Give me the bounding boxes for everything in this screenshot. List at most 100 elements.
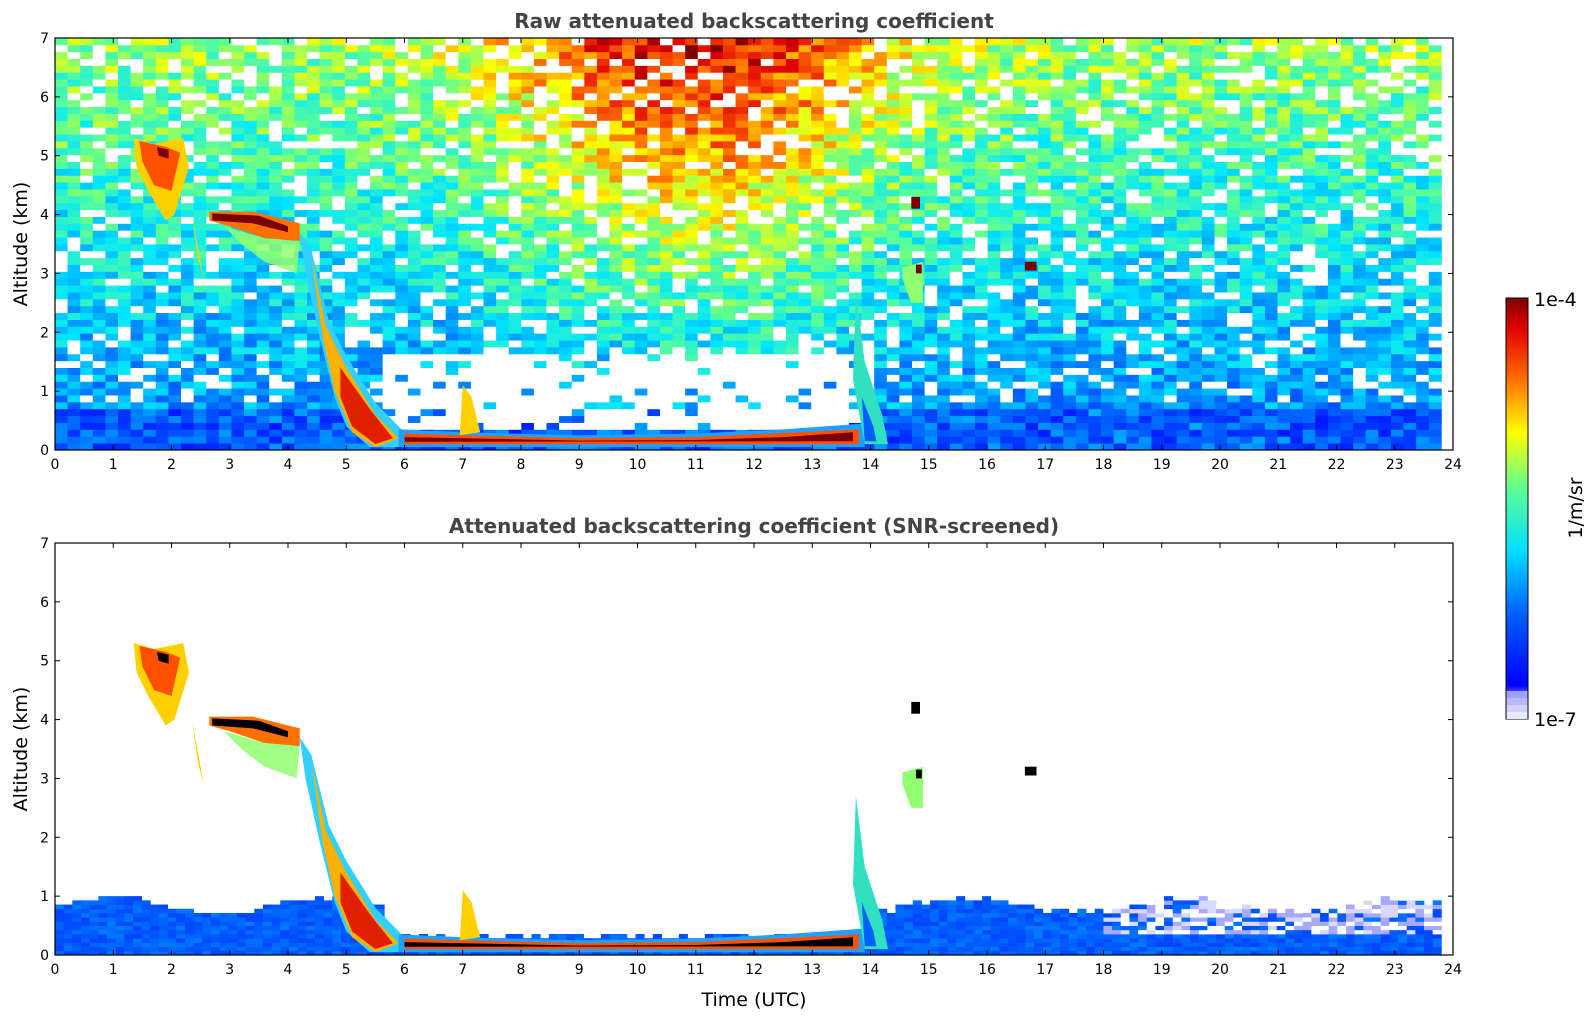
- raw-cell: [1038, 257, 1052, 265]
- raw-cell: [836, 326, 850, 334]
- raw-cell: [849, 298, 862, 307]
- raw-cell: [332, 195, 346, 204]
- raw-cell: [344, 106, 358, 114]
- raw-cell: [798, 113, 812, 121]
- raw-cell: [697, 51, 711, 59]
- raw-cell: [420, 381, 434, 389]
- raw-cell: [1075, 44, 1089, 53]
- raw-cell: [811, 223, 825, 231]
- raw-cell: [697, 347, 711, 355]
- raw-cell: [92, 401, 106, 410]
- raw-cell: [975, 244, 989, 252]
- raw-cell: [748, 298, 762, 307]
- raw-cell: [924, 436, 938, 444]
- raw-cell: [609, 182, 623, 190]
- raw-cell: [622, 230, 636, 238]
- raw-cell: [445, 340, 459, 348]
- raw-cell: [647, 388, 661, 396]
- raw-cell: [924, 230, 938, 238]
- raw-cell: [546, 312, 560, 320]
- raw-cell: [118, 278, 132, 286]
- raw-cell: [672, 230, 686, 238]
- raw-cell: [433, 347, 447, 355]
- raw-cell: [584, 127, 598, 135]
- raw-cell: [647, 415, 661, 423]
- raw-cell: [962, 353, 976, 362]
- raw-cell: [67, 92, 81, 101]
- raw-cell: [533, 388, 547, 396]
- raw-cell: [659, 38, 673, 46]
- raw-cell: [445, 195, 459, 204]
- raw-cell: [571, 367, 585, 375]
- raw-cell: [533, 237, 547, 245]
- raw-cell: [269, 92, 283, 101]
- raw-cell: [710, 99, 724, 108]
- raw-cell: [672, 58, 686, 66]
- raw-cell: [206, 285, 220, 293]
- raw-cell: [785, 120, 799, 128]
- raw-cell: [118, 395, 132, 403]
- raw-cell: [949, 175, 963, 183]
- raw-cell: [244, 292, 258, 300]
- raw-cell: [924, 175, 938, 183]
- raw-cell: [874, 298, 888, 307]
- raw-cell: [433, 333, 447, 341]
- raw-cell: [811, 422, 825, 430]
- raw-cell: [1012, 209, 1026, 217]
- raw-cell: [1101, 422, 1115, 430]
- raw-cell: [798, 422, 812, 430]
- raw-cell: [344, 347, 358, 355]
- raw-cell: [1050, 72, 1064, 80]
- raw-cell: [886, 120, 900, 128]
- raw-cell: [80, 367, 94, 375]
- raw-cell: [1063, 65, 1077, 73]
- raw-cell: [1050, 106, 1064, 114]
- raw-cell: [1038, 429, 1052, 437]
- raw-cell: [811, 381, 825, 389]
- raw-cell: [67, 360, 81, 368]
- raw-cell: [672, 86, 686, 94]
- raw-cell: [849, 244, 862, 252]
- raw-cell: [874, 216, 888, 224]
- raw-cell: [899, 415, 913, 423]
- raw-cell: [231, 340, 245, 348]
- raw-cell: [937, 230, 951, 238]
- raw-cell: [924, 333, 938, 341]
- raw-cell: [1025, 347, 1039, 355]
- raw-cell: [1012, 298, 1026, 307]
- raw-cell: [924, 408, 938, 417]
- raw-cell: [521, 395, 535, 403]
- raw-cell: [1050, 285, 1064, 293]
- raw-cell: [231, 401, 245, 410]
- raw-cell: [332, 209, 346, 217]
- raw-cell: [181, 195, 195, 204]
- raw-cell: [685, 38, 699, 46]
- raw-cell: [735, 99, 749, 108]
- raw-cell: [735, 147, 749, 156]
- raw-cell: [1075, 127, 1089, 135]
- raw-cell: [1012, 106, 1026, 114]
- raw-cell: [508, 51, 522, 59]
- raw-cell: [521, 209, 535, 217]
- raw-cell: [584, 44, 598, 53]
- raw-cell: [659, 401, 673, 410]
- raw-cell: [861, 250, 875, 259]
- raw-cell: [785, 415, 799, 423]
- raw-cell: [533, 51, 547, 59]
- raw-cell: [294, 79, 308, 87]
- raw-cell: [483, 127, 497, 135]
- raw-cell: [155, 113, 169, 121]
- raw-cell: [483, 333, 497, 341]
- raw-cell: [773, 292, 787, 300]
- raw-cell: [1050, 92, 1064, 101]
- raw-cell: [722, 250, 736, 259]
- raw-cell: [647, 189, 661, 197]
- raw-cell: [546, 333, 560, 341]
- raw-cell: [836, 127, 850, 135]
- raw-cell: [370, 58, 384, 66]
- raw-cell: [975, 44, 989, 53]
- raw-cell: [533, 374, 547, 382]
- raw-cell: [382, 250, 396, 259]
- raw-cell: [496, 120, 510, 128]
